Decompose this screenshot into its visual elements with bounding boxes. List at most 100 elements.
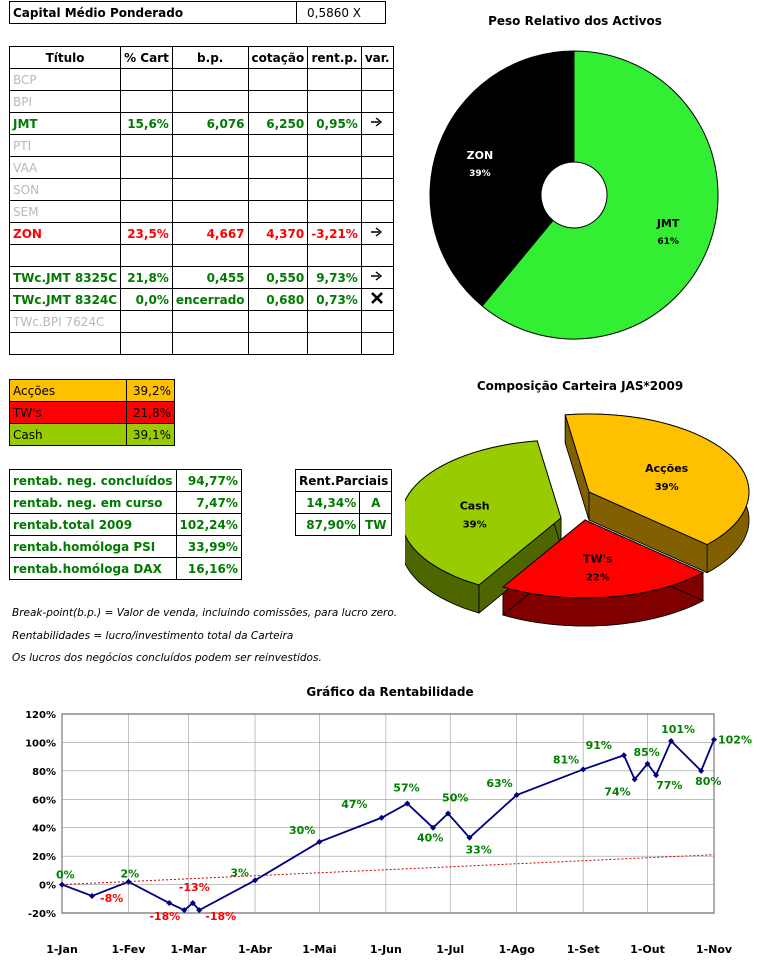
row-cart xyxy=(120,310,173,333)
data-label: 74% xyxy=(604,785,630,798)
header-cart: % Cart xyxy=(120,46,173,69)
row-titulo: ZON xyxy=(8,222,122,245)
row-cotacao: 4,370 xyxy=(247,222,309,245)
capital-label: Capital Médio Ponderado xyxy=(9,1,297,24)
portfolio-row: TWc.JMT 8325C 21,8% 0,455 0,550 9,73% xyxy=(8,266,394,289)
donut-slice-zon xyxy=(429,50,575,307)
row-rent xyxy=(307,332,362,355)
x-tick-label: 1-Mar xyxy=(171,943,208,956)
data-point xyxy=(125,878,132,885)
row-cart xyxy=(120,134,173,157)
data-point xyxy=(513,792,520,799)
row-bp: 0,455 xyxy=(171,266,249,289)
row-rent xyxy=(307,156,362,179)
rentab-label: rentab.total 2009 xyxy=(9,513,177,536)
data-label: -8% xyxy=(100,892,123,905)
data-point xyxy=(166,900,173,907)
data-point xyxy=(445,810,452,817)
row-cotacao xyxy=(247,310,309,333)
row-cart xyxy=(120,244,173,267)
rentab-label: rentab.homóloga PSI xyxy=(9,535,177,558)
data-label: 40% xyxy=(417,832,443,845)
allocation-label: Cash xyxy=(9,423,127,446)
portfolio-row: JMT 15,6% 6,076 6,250 0,95% xyxy=(8,112,394,135)
data-label: -18% xyxy=(205,910,236,923)
row-cotacao xyxy=(247,200,309,223)
data-label: 101% xyxy=(661,723,695,736)
header-titulo: Título xyxy=(8,46,122,69)
data-label: 33% xyxy=(466,844,492,857)
portfolio-row: BCP xyxy=(8,68,394,91)
allocation-row: Cash 39,1% xyxy=(9,423,175,446)
pie3d-slice-cash xyxy=(405,440,562,586)
allocation-row: Acções 39,2% xyxy=(9,379,175,402)
row-var xyxy=(360,156,394,179)
y-tick-label: 40% xyxy=(32,824,56,835)
data-point xyxy=(711,736,717,743)
row-var xyxy=(360,332,394,355)
row-cotacao xyxy=(247,244,309,267)
row-titulo xyxy=(8,332,122,355)
row-var xyxy=(360,178,394,201)
x-tick-label: 1-Out xyxy=(630,943,665,956)
row-titulo: TWc.JMT 8325C xyxy=(8,266,122,289)
data-label: 102% xyxy=(718,734,752,747)
row-cotacao xyxy=(247,178,309,201)
data-point xyxy=(466,834,473,841)
arrow-right-icon xyxy=(371,271,383,281)
portfolio-row: VAA xyxy=(8,156,394,179)
capital-row: Capital Médio Ponderado 0,5860 X xyxy=(9,1,386,24)
x-tick-label: 1-Fev xyxy=(112,943,147,956)
row-rent xyxy=(307,90,362,113)
parciais-row: 87,90% TW xyxy=(294,513,393,536)
data-label: -13% xyxy=(179,881,210,894)
rentab-row: rentab.homóloga PSI 33,99% xyxy=(9,535,242,558)
row-rent xyxy=(307,68,362,91)
row-bp: 4,667 xyxy=(171,222,249,245)
y-tick-label: 0% xyxy=(39,881,56,892)
row-titulo: TWc.JMT 8324C xyxy=(8,288,122,311)
data-point xyxy=(620,752,627,759)
allocation-value: 39,1% xyxy=(126,423,175,446)
row-cart xyxy=(120,332,173,355)
parciais-header-row: Rent.Parciais xyxy=(294,469,393,492)
header-rent: rent.p. xyxy=(307,46,362,69)
data-label: 91% xyxy=(586,739,612,752)
rentab-value: 7,47% xyxy=(175,491,242,514)
row-cotacao xyxy=(247,134,309,157)
arrow-right-icon xyxy=(371,227,383,237)
row-rent xyxy=(307,178,362,201)
rentab-table: rentab. neg. concluídos 94,77% rentab. neg… xyxy=(9,469,242,580)
data-label: -18% xyxy=(149,910,180,923)
portfolio-row: TWc.BPI 7624C xyxy=(8,310,394,333)
donut-slice-jmt xyxy=(481,50,719,340)
row-var xyxy=(360,266,394,289)
row-titulo: SEM xyxy=(8,200,122,223)
row-bp xyxy=(171,310,249,333)
data-point xyxy=(181,907,188,914)
row-rent: 9,73% xyxy=(307,266,362,289)
row-cart xyxy=(120,178,173,201)
allocation-label: Acções xyxy=(9,379,127,402)
row-var xyxy=(360,90,394,113)
y-tick-label: 60% xyxy=(32,795,56,806)
row-bp xyxy=(171,178,249,201)
portfolio-row xyxy=(8,332,394,355)
row-var xyxy=(360,134,394,157)
cross-icon xyxy=(371,292,384,304)
row-rent xyxy=(307,200,362,223)
capital-table: Capital Médio Ponderado 0,5860 X xyxy=(9,1,386,24)
data-point xyxy=(89,892,96,899)
trend-line xyxy=(61,854,715,886)
parciais-body: 14,34% A 87,90% TW xyxy=(294,491,393,536)
y-tick-label: 20% xyxy=(32,852,56,863)
row-cotacao: 6,250 xyxy=(247,112,309,135)
data-point xyxy=(404,800,411,807)
y-tick-label: -20% xyxy=(28,909,56,920)
pie3d-slice-label: Acções xyxy=(645,462,689,475)
parciais-value: 87,90% xyxy=(294,513,361,536)
row-cart xyxy=(120,90,173,113)
data-point xyxy=(59,881,65,888)
portfolio-row: BPI xyxy=(8,90,394,113)
row-var xyxy=(360,222,394,245)
